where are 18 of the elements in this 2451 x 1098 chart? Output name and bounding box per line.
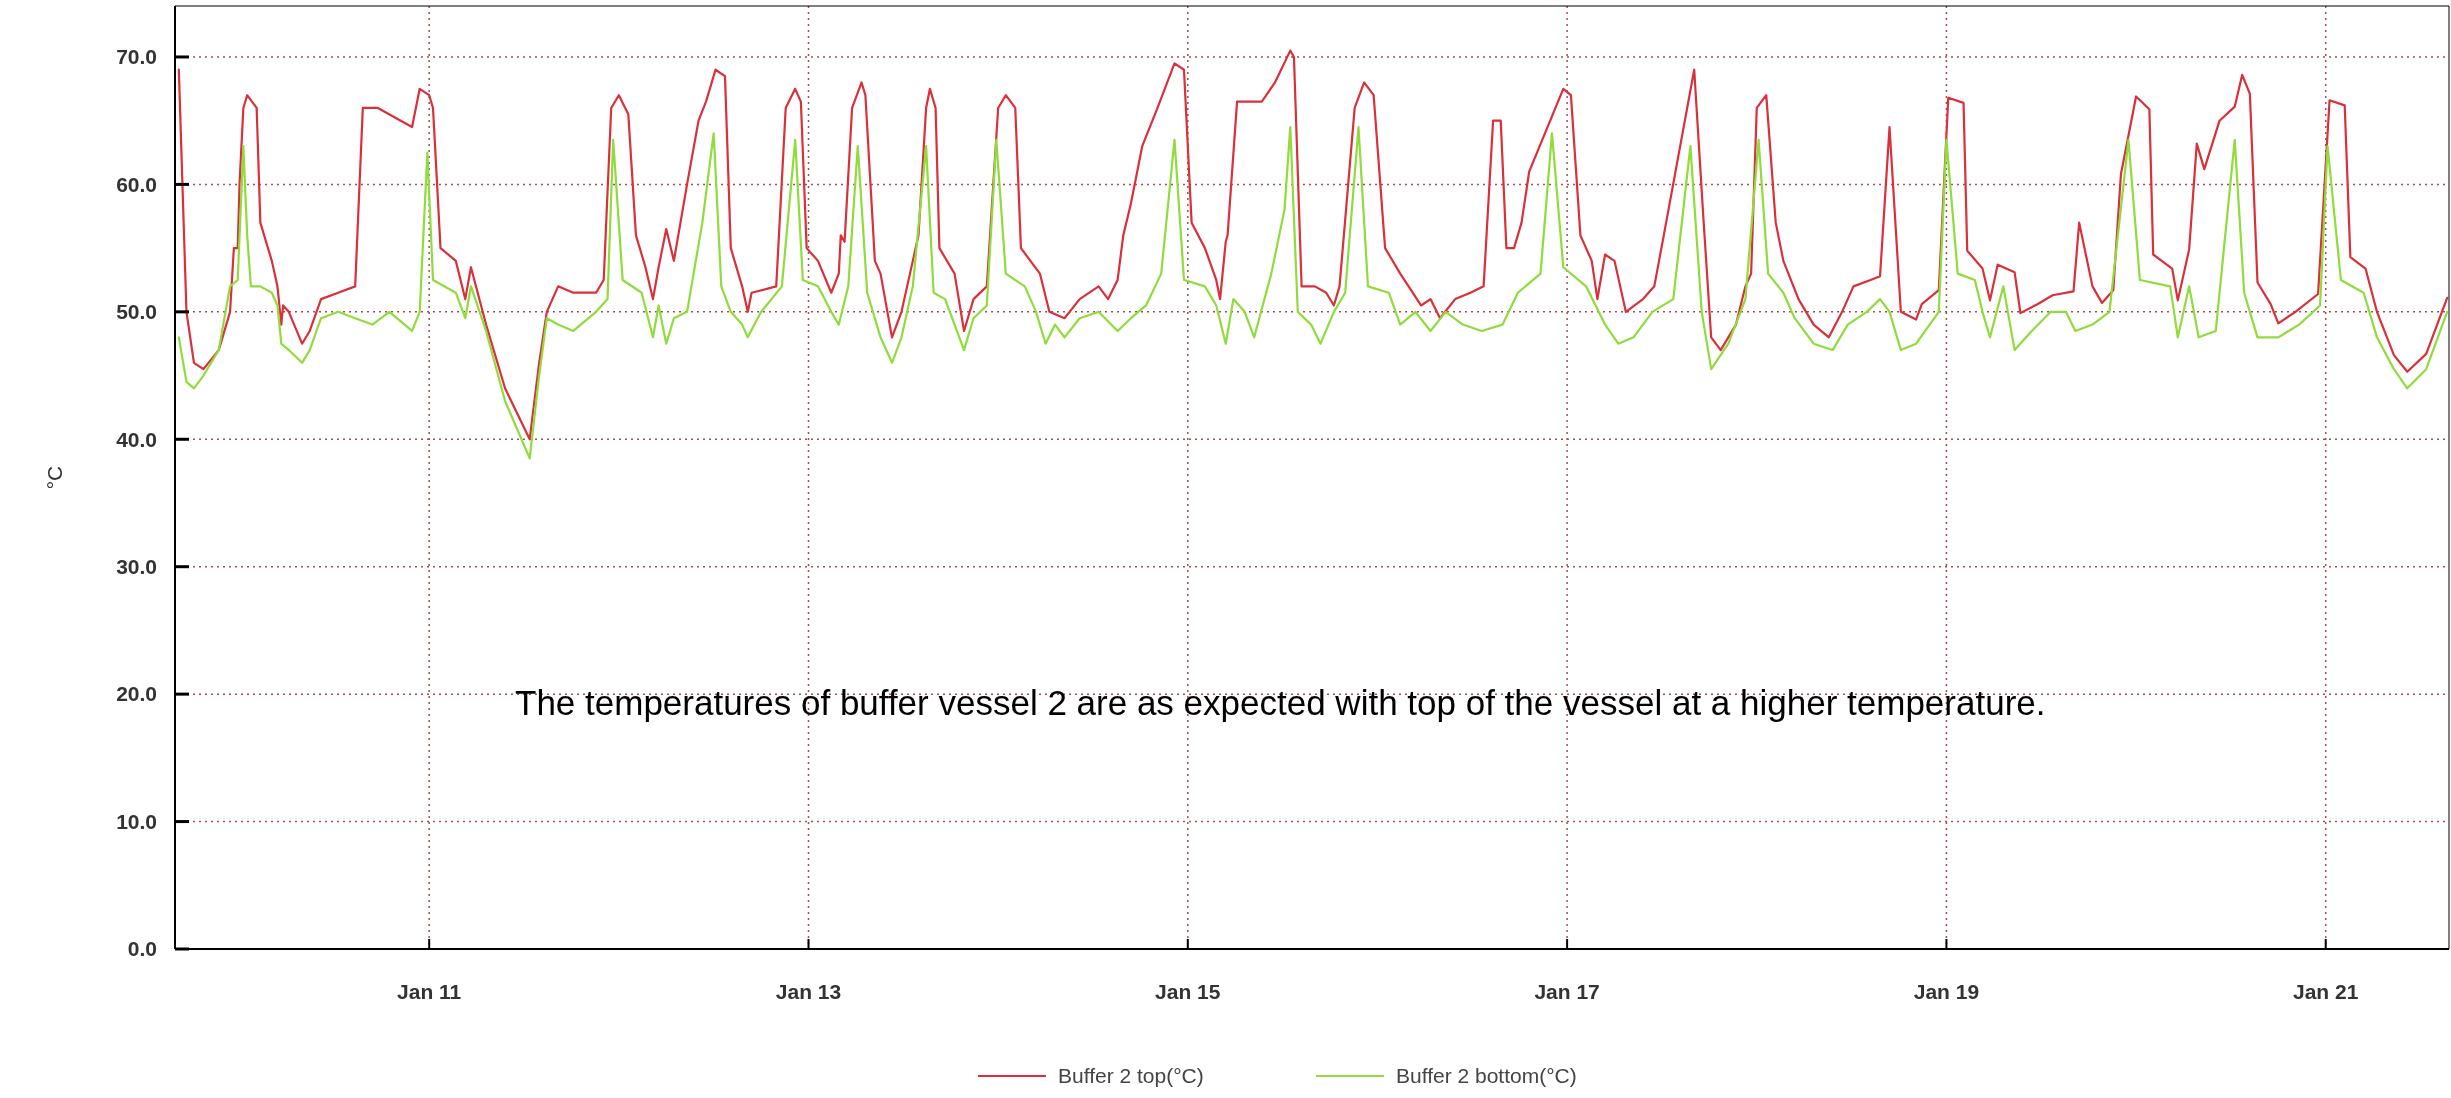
y-tick-label: 10.0 [116, 809, 157, 833]
y-tick-label: 20.0 [116, 682, 157, 706]
annotation: The temperatures of buffer vessel 2 are as expected with top of the vessel at a higher temperature. [515, 683, 2046, 722]
y-axis-title: °C [43, 465, 66, 490]
y-tick-label: 30.0 [116, 555, 157, 579]
legend-label: Buffer 2 top(°C) [1058, 1064, 1204, 1087]
x-tick-label: Jan 17 [1534, 980, 1600, 1003]
y-tick-label: 40.0 [116, 427, 157, 451]
x-tick-label: Jan 15 [1155, 980, 1221, 1003]
x-tick-label: Jan 13 [775, 980, 842, 1003]
y-tick-label: 0.0 [127, 937, 157, 961]
x-tick-label: Jan 11 [397, 980, 462, 1003]
y-tick-label: 50.0 [116, 300, 157, 324]
x-tick-label: Jan 21 [2293, 980, 2359, 1003]
y-tick-label: 60.0 [116, 172, 157, 196]
x-tick-label: Jan 19 [1913, 980, 1980, 1003]
legend-label: Buffer 2 bottom(°C) [1396, 1064, 1577, 1087]
y-tick-label: 70.0 [116, 45, 157, 69]
